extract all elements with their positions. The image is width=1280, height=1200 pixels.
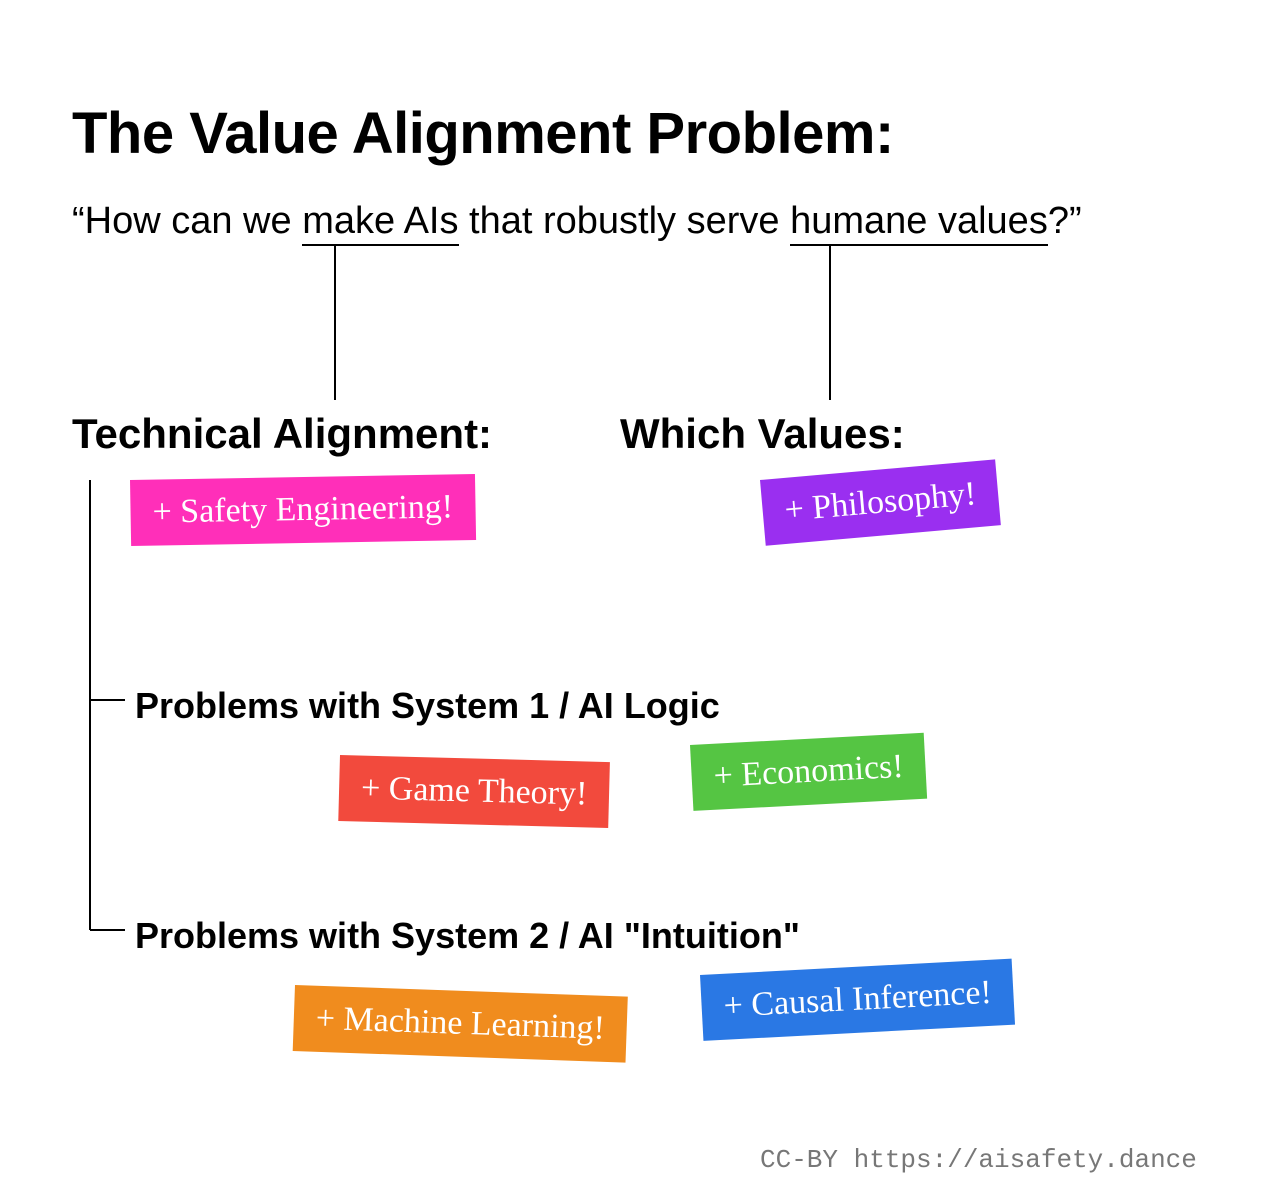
tag-causal-inference: + Causal Inference! — [700, 959, 1015, 1041]
subtitle: “How can we make AIs that robustly serve… — [72, 200, 1082, 243]
diagram-canvas: { "type": "infographic", "background_col… — [0, 0, 1280, 1200]
subtitle-suffix: ?” — [1048, 200, 1082, 242]
tag-philosophy: + Philosophy! — [760, 459, 1001, 545]
tag-economics: + Economics! — [690, 733, 927, 811]
heading-system-1: Problems with System 1 / AI Logic — [135, 685, 720, 727]
connector-lines — [0, 0, 1280, 1200]
tag-safety-engineering: + Safety Engineering! — [130, 474, 476, 546]
credit-text: CC-BY https://aisafety.dance — [760, 1145, 1197, 1175]
heading-which-values: Which Values: — [620, 410, 905, 458]
heading-system-2: Problems with System 2 / AI "Intuition" — [135, 915, 800, 957]
subtitle-underline-2: humane values — [790, 200, 1048, 246]
heading-technical-alignment: Technical Alignment: — [72, 410, 492, 458]
subtitle-prefix: “How can we — [72, 200, 302, 242]
subtitle-underline-1: make AIs — [302, 200, 458, 246]
main-title: The Value Alignment Problem: — [72, 100, 894, 167]
tag-game-theory: + Game Theory! — [338, 755, 610, 828]
subtitle-middle: that robustly serve — [459, 200, 791, 242]
tag-machine-learning: + Machine Learning! — [293, 985, 628, 1063]
